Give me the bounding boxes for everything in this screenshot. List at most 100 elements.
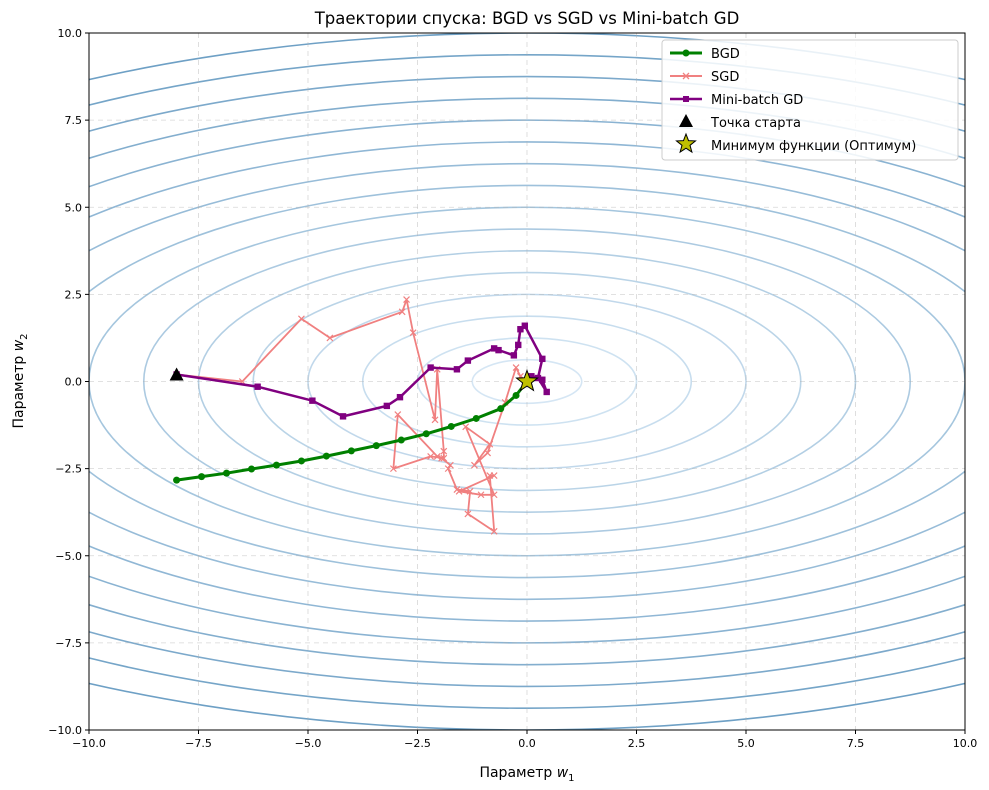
data-point [427, 364, 434, 371]
data-point [326, 334, 334, 342]
y-tick-label: −2.5 [55, 463, 82, 476]
x-tick-label: −10.0 [72, 737, 106, 750]
data-point [472, 414, 480, 422]
chart-title: Траектории спуска: BGD vs SGD vs Mini-ba… [314, 9, 740, 28]
data-point [495, 346, 502, 354]
data-point [543, 388, 550, 396]
data-point [447, 422, 455, 430]
data-point [446, 461, 454, 469]
y-tick-label: 0.0 [65, 376, 83, 389]
x-tick-label: 5.0 [737, 737, 755, 750]
data-point [433, 453, 441, 460]
data-point [464, 510, 472, 518]
y-tick-label: 10.0 [58, 27, 83, 40]
legend-label-bgd: BGD [711, 47, 740, 62]
data-point [372, 442, 380, 450]
data-point [396, 393, 404, 401]
data-point [394, 411, 402, 419]
data-point [173, 476, 181, 484]
data-point [490, 527, 498, 535]
data-point [517, 326, 524, 333]
data-point [347, 447, 355, 455]
data-point [490, 491, 498, 499]
data-point [528, 373, 535, 380]
y-tick-label: 5.0 [65, 201, 83, 214]
series-line-bgd [176, 380, 529, 482]
optimum-marker [515, 369, 539, 392]
data-point [455, 487, 463, 495]
contour-line [89, 119, 965, 644]
legend-entry-start: Точка старта [679, 114, 801, 131]
legend-label-start: Точка старта [710, 116, 801, 131]
series-layer [173, 296, 550, 535]
legend-entry-optimum: Минимум функции (Оптимум) [675, 132, 916, 154]
data-point [490, 472, 498, 480]
data-point [272, 461, 280, 469]
series-sgd [173, 296, 531, 535]
data-point [440, 447, 448, 455]
data-point [409, 329, 417, 337]
legend-box [661, 39, 959, 161]
y-tick-label: 7.5 [65, 114, 83, 127]
x-tick-label: −2.5 [404, 737, 431, 750]
legend-label-optimum: Минимум функции (Оптимум) [711, 139, 916, 154]
y-tick-label: −10.0 [48, 724, 82, 737]
legend-entry-minibatch: Mini-batch GD [670, 93, 803, 108]
data-point [497, 405, 505, 413]
contour-line [89, 75, 965, 688]
data-point [403, 296, 410, 304]
x-tick-label: 0.0 [518, 737, 536, 750]
y-tick-label: −5.0 [55, 550, 82, 563]
x-axis: −10.0 −7.5 −5.0 −2.5 0.0 2.5 5.0 7.5 10.0 [72, 730, 977, 750]
data-point [427, 453, 435, 460]
x-tick-label: −7.5 [185, 737, 212, 750]
data-point [539, 376, 546, 383]
data-point [223, 469, 231, 477]
data-point [453, 366, 461, 373]
legend-label-minibatch: Mini-batch GD [711, 93, 803, 108]
data-point [490, 345, 498, 352]
data-point [247, 465, 255, 473]
data-point [398, 308, 406, 316]
data-point [322, 452, 330, 460]
legend-entry-sgd: SGD [670, 70, 739, 85]
data-point [397, 436, 405, 444]
data-point [512, 391, 520, 399]
data-point [339, 413, 347, 420]
data-point [521, 322, 529, 329]
data-point [464, 357, 472, 364]
y-tick-label: 2.5 [65, 288, 83, 301]
data-point [539, 355, 546, 363]
data-point [512, 364, 520, 371]
start-point-marker [169, 367, 184, 381]
data-point [431, 416, 439, 424]
y-axis: −10.0 −7.5 −5.0 −2.5 0.0 2.5 5.0 7.5 10.0 [48, 27, 89, 737]
legend-entry-bgd: BGD [670, 47, 740, 62]
x-tick-label: 10.0 [953, 737, 978, 750]
series-bgd [173, 378, 531, 484]
data-point [440, 454, 448, 462]
data-point [515, 341, 522, 349]
data-point [466, 487, 474, 495]
points-layer [169, 367, 539, 392]
data-point [298, 315, 305, 323]
data-point [438, 454, 446, 462]
data-point [309, 397, 316, 404]
data-point [484, 449, 492, 457]
y-axis-label: Параметр w2 [11, 333, 30, 428]
y-tick-label: −7.5 [55, 637, 82, 650]
data-point [389, 465, 397, 473]
legend-label-sgd: SGD [711, 70, 739, 85]
data-point [444, 465, 452, 473]
data-point [477, 491, 485, 499]
data-point [462, 423, 470, 431]
x-tick-label: −5.0 [295, 737, 322, 750]
legend: BGD SGD Mini-batch GD Точка старта Миним… [661, 39, 959, 161]
data-point [422, 430, 430, 438]
data-point [383, 402, 391, 410]
data-point [254, 383, 261, 390]
data-point [297, 457, 305, 465]
data-point [510, 352, 518, 359]
x-axis-label: Параметр w1 [479, 765, 574, 784]
